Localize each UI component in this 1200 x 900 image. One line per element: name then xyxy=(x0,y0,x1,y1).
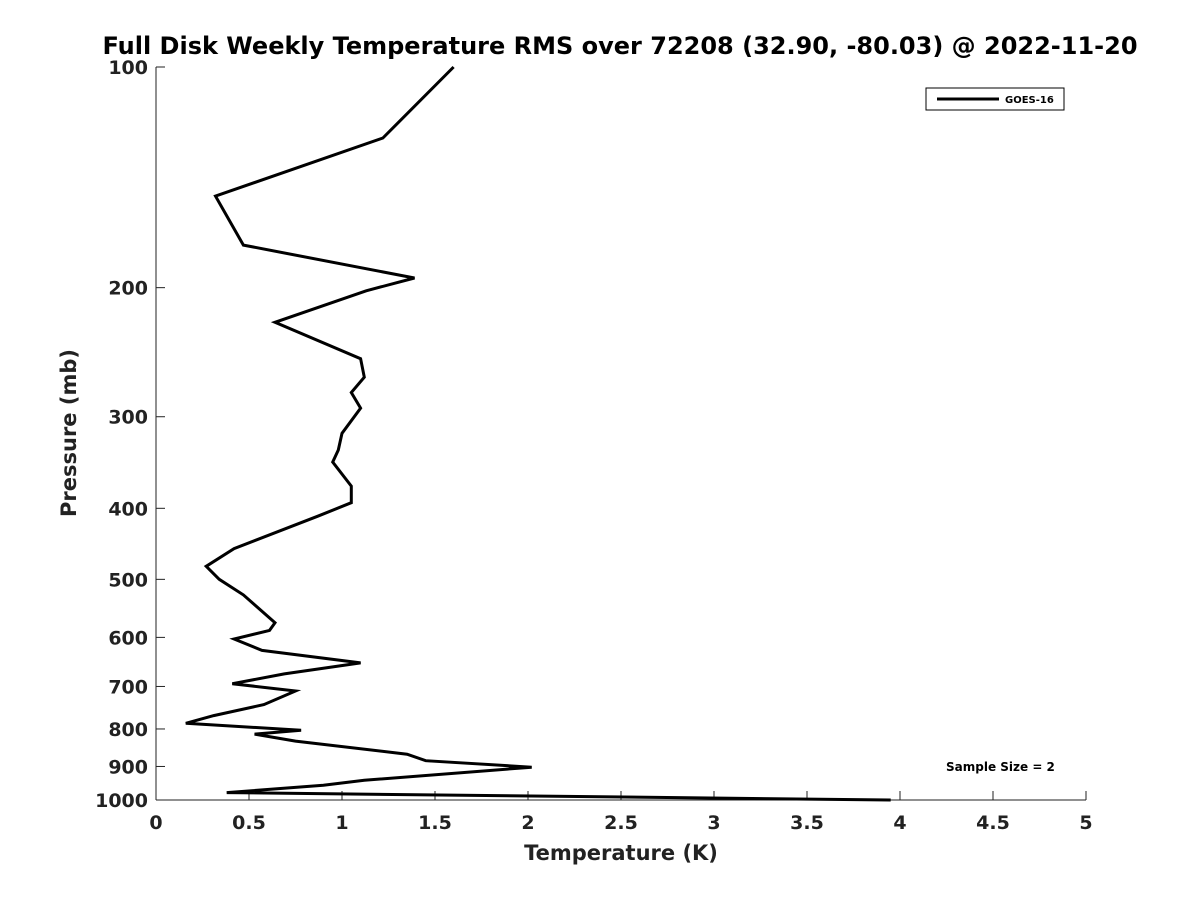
x-tick-label: 1 xyxy=(335,812,348,834)
series-line-goes-16 xyxy=(185,65,891,802)
x-tick-label: 5 xyxy=(1079,812,1092,834)
x-tick-label: 2 xyxy=(521,812,534,834)
y-tick-label: 200 xyxy=(108,278,148,300)
y-tick-label: 400 xyxy=(108,498,148,520)
x-tick-label: 3.5 xyxy=(790,812,824,834)
x-axis-label: Temperature (K) xyxy=(524,841,718,865)
y-tick-label: 700 xyxy=(108,676,148,698)
legend-label-goes-16: GOES-16 xyxy=(1005,95,1054,106)
y-tick-label: 300 xyxy=(108,407,148,429)
chart-title: Full Disk Weekly Temperature RMS over 72… xyxy=(102,32,1137,60)
y-axis-label: Pressure (mb) xyxy=(57,349,81,517)
x-axis-ticks: 0 0.5 1 1.5 2 2.5 3 3.5 4 4.5 5 xyxy=(149,791,1093,834)
sample-size-annotation: Sample Size = 2 xyxy=(946,760,1055,774)
y-tick-label: 600 xyxy=(108,627,148,649)
y-tick-label: 500 xyxy=(108,569,148,591)
x-tick-label: 0 xyxy=(149,812,162,834)
x-tick-label: 4.5 xyxy=(976,812,1010,834)
y-tick-label: 1000 xyxy=(95,790,148,812)
x-tick-label: 2.5 xyxy=(604,812,638,834)
y-tick-label: 100 xyxy=(108,57,148,79)
legend: GOES-16 xyxy=(925,87,1065,111)
x-tick-label: 1.5 xyxy=(418,812,452,834)
y-tick-label: 900 xyxy=(108,756,148,778)
x-tick-label: 4 xyxy=(893,812,906,834)
y-axis-ticks: 100 200 300 400 500 600 700 800 900 1000 xyxy=(95,57,165,812)
x-tick-label: 0.5 xyxy=(232,812,266,834)
x-tick-label: 3 xyxy=(707,812,720,834)
y-tick-label: 800 xyxy=(108,719,148,741)
